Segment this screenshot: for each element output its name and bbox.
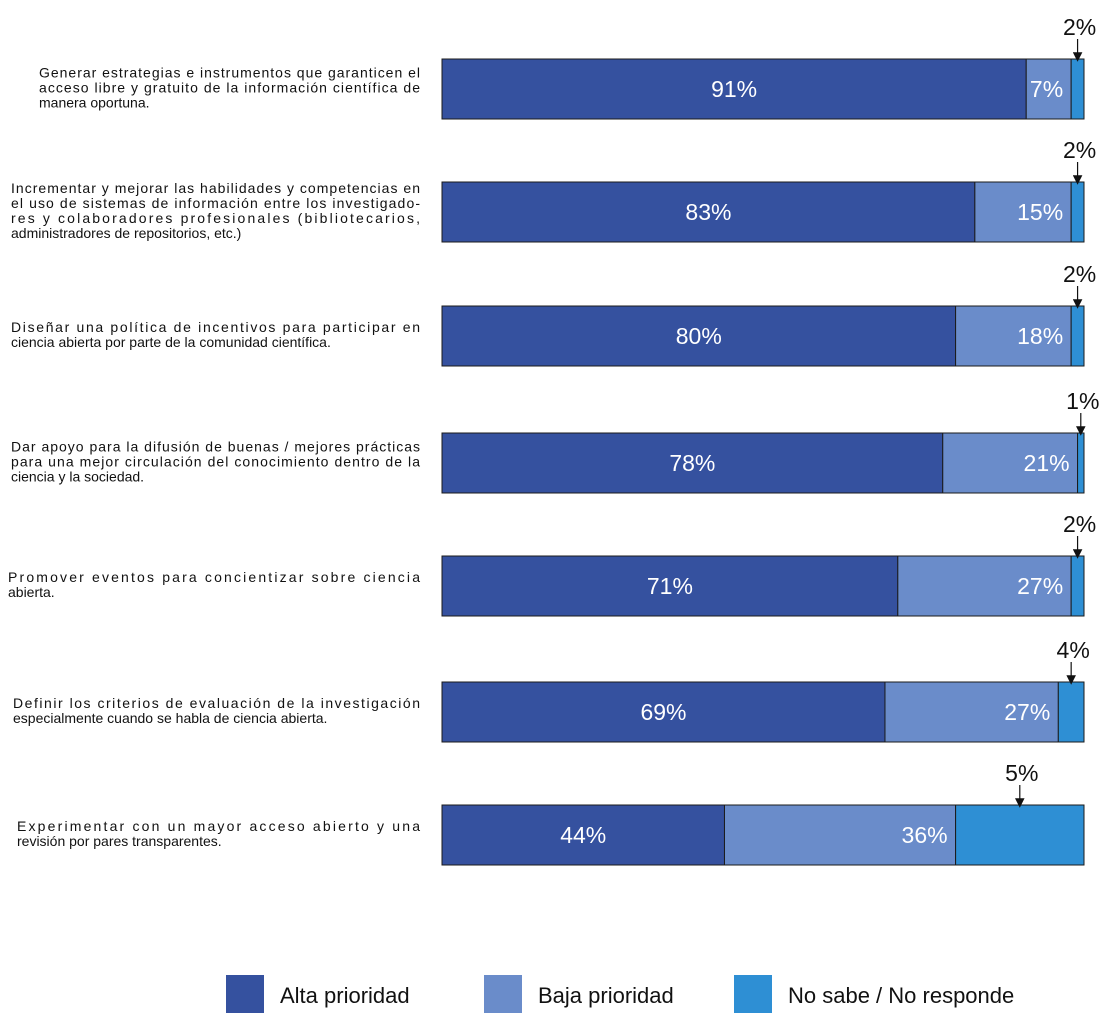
legend-label: Alta prioridad: [280, 983, 410, 1008]
legend-label: No sabe / No responde: [788, 983, 1014, 1008]
bar-segment: [897, 555, 1072, 617]
data-label: 2%: [1063, 511, 1096, 537]
category-label-line: res y colaboradores profesionales (bibli…: [11, 210, 420, 226]
bar-segment: [441, 181, 976, 243]
bar-segment: [1070, 305, 1085, 367]
bar-segment: [441, 681, 886, 743]
data-label: 2%: [1063, 137, 1096, 163]
bar-row: 83% 15% 2%: [441, 137, 1096, 243]
legend: Alta prioridad Baja prioridad No sabe / No…: [226, 975, 1014, 1013]
bar-segment: [723, 804, 957, 866]
bar-row: 44% 36% 5%: [441, 760, 1085, 866]
data-label: 15%: [1017, 199, 1063, 225]
category-label-line: revisión por pares transparentes.: [17, 833, 222, 849]
bar-segment: [1070, 555, 1085, 617]
category-label-line: Diseñar una política de incentivos para …: [11, 319, 420, 335]
category-label-line: Incrementar y mejorar las habilidades y …: [11, 180, 420, 196]
bar-row: 71% 27% 2%: [441, 511, 1096, 617]
category-label: Generar estrategias e instrumentos que g…: [39, 65, 420, 111]
category-label-line: el uso de sistemas de información entre …: [11, 195, 420, 211]
category-label-line: para una mejor circulación del conocimie…: [11, 454, 420, 470]
bar-row: 91% 7% 2%: [441, 14, 1096, 120]
category-label: Incrementar y mejorar las habilidades y …: [11, 180, 420, 241]
bar-segment: [955, 804, 1085, 866]
category-label-line: acceso libre y gratuito de la informació…: [39, 80, 420, 96]
bar-segment: [441, 58, 1027, 120]
data-label: 27%: [1017, 573, 1063, 599]
category-labels: Generar estrategias e instrumentos que g…: [8, 65, 420, 850]
category-label-line: Dar apoyo para la difusión de buenas / m…: [11, 439, 420, 455]
category-label-line: manera oportuna.: [39, 95, 150, 111]
data-label: 91%: [711, 76, 757, 102]
data-label: 69%: [640, 699, 686, 725]
bars: 91% 7% 2% 83% 15% 2% 80% 18% 2% 78% 21% 1% 71% 27% 2% 6…: [441, 14, 1099, 866]
bar-segment: [1070, 181, 1085, 243]
category-label: Promover eventos para concientizar sobre…: [8, 569, 420, 600]
bar-row: 80% 18% 2%: [441, 261, 1096, 367]
data-label: 36%: [902, 822, 948, 848]
data-label: 83%: [685, 199, 731, 225]
category-label-line: administradores de repositorios, etc.): [11, 225, 241, 241]
category-label-line: abierta.: [8, 584, 55, 600]
data-label: 5%: [1005, 760, 1038, 786]
category-label-line: ciencia abierta por parte de la comunida…: [11, 334, 331, 350]
bar-segment: [1070, 58, 1085, 120]
data-label: 80%: [676, 323, 722, 349]
category-label: Definir los criterios de evaluación de l…: [13, 695, 420, 726]
category-label: Diseñar una política de incentivos para …: [11, 319, 420, 350]
category-label-line: Definir los criterios de evaluación de l…: [13, 695, 420, 711]
bar-row: 69% 27% 4%: [441, 637, 1090, 743]
category-label-line: ciencia y la sociedad.: [11, 469, 144, 485]
bar-segment: [1057, 681, 1085, 743]
bar-segment: [441, 555, 899, 617]
data-label: 78%: [669, 450, 715, 476]
category-label-line: Generar estrategias e instrumentos que g…: [39, 65, 420, 81]
data-label: 21%: [1024, 450, 1070, 476]
legend-label: Baja prioridad: [538, 983, 674, 1008]
category-label: Dar apoyo para la difusión de buenas / m…: [11, 439, 420, 485]
data-label: 4%: [1057, 637, 1090, 663]
data-label: 44%: [560, 822, 606, 848]
bar-segment: [955, 305, 1072, 367]
legend-item: No sabe / No responde: [734, 975, 1014, 1013]
legend-swatch: [484, 975, 522, 1013]
legend-item: Baja prioridad: [484, 975, 674, 1013]
bar-segment: [441, 432, 944, 494]
bar-segment: [1077, 432, 1085, 494]
bar-segment: [1025, 58, 1072, 120]
data-label: 2%: [1063, 14, 1096, 40]
bar-row: 78% 21% 1%: [441, 388, 1099, 494]
data-label: 71%: [647, 573, 693, 599]
data-label: 1%: [1066, 388, 1099, 414]
bar-segment: [942, 432, 1079, 494]
legend-item: Alta prioridad: [226, 975, 410, 1013]
category-label-line: especialmente cuando se habla de ciencia…: [13, 710, 327, 726]
data-label: 7%: [1030, 76, 1063, 102]
data-label: 2%: [1063, 261, 1096, 287]
data-label: 18%: [1017, 323, 1063, 349]
category-label-line: Promover eventos para concientizar sobre…: [8, 569, 420, 585]
legend-swatch: [226, 975, 264, 1013]
category-label-line: Experimentar con un mayor acceso abierto…: [17, 818, 420, 834]
bar-segment: [441, 804, 725, 866]
data-label: 27%: [1004, 699, 1050, 725]
category-label: Experimentar con un mayor acceso abierto…: [17, 818, 420, 849]
legend-swatch: [734, 975, 772, 1013]
